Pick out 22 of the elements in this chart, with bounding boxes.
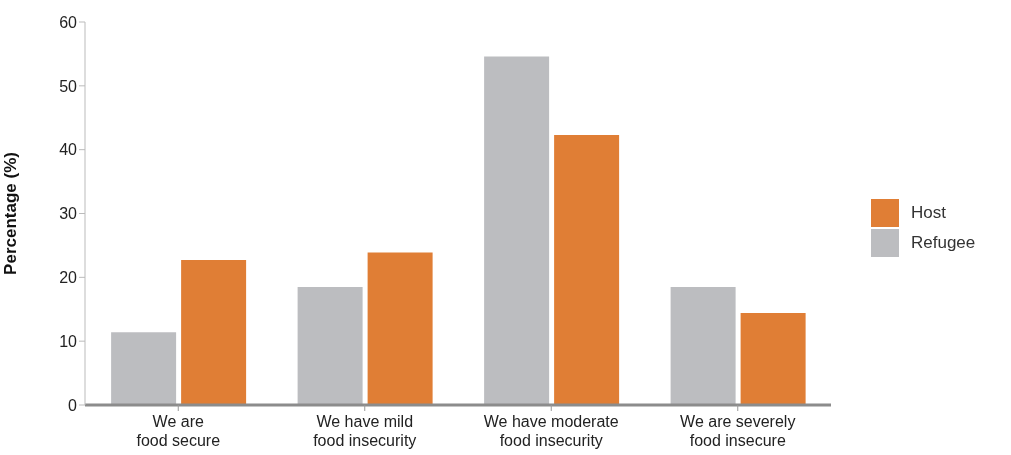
y-tick-label: 10 [59, 332, 78, 350]
legend-label: Host [911, 202, 946, 222]
x-tick-label: We are food secure [136, 413, 221, 449]
bar [670, 286, 736, 405]
bar [554, 134, 620, 405]
y-tick-label: 0 [68, 396, 78, 414]
bar [367, 252, 433, 405]
legend-label: Refugee [911, 232, 976, 252]
y-tick-label: 50 [59, 77, 78, 95]
bar [484, 56, 550, 405]
bar [740, 313, 806, 405]
y-tick-label: 40 [59, 141, 78, 159]
x-tick-label: We have moderate food insecurity [483, 413, 619, 449]
y-tick-label: 20 [59, 269, 78, 287]
x-tick-label: We are severely food insecure [680, 413, 796, 449]
bar [181, 260, 247, 405]
bar [297, 286, 363, 405]
y-axis-title: Percentage (%) [1, 152, 21, 275]
bar [111, 332, 177, 405]
y-tick-label: 60 [59, 13, 78, 31]
x-tick-label: We have mild food insecurity [313, 413, 417, 449]
y-tick-label: 30 [59, 205, 78, 223]
